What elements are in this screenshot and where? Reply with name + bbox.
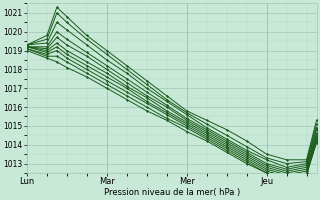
- X-axis label: Pression niveau de la mer( hPa ): Pression niveau de la mer( hPa ): [104, 188, 240, 197]
